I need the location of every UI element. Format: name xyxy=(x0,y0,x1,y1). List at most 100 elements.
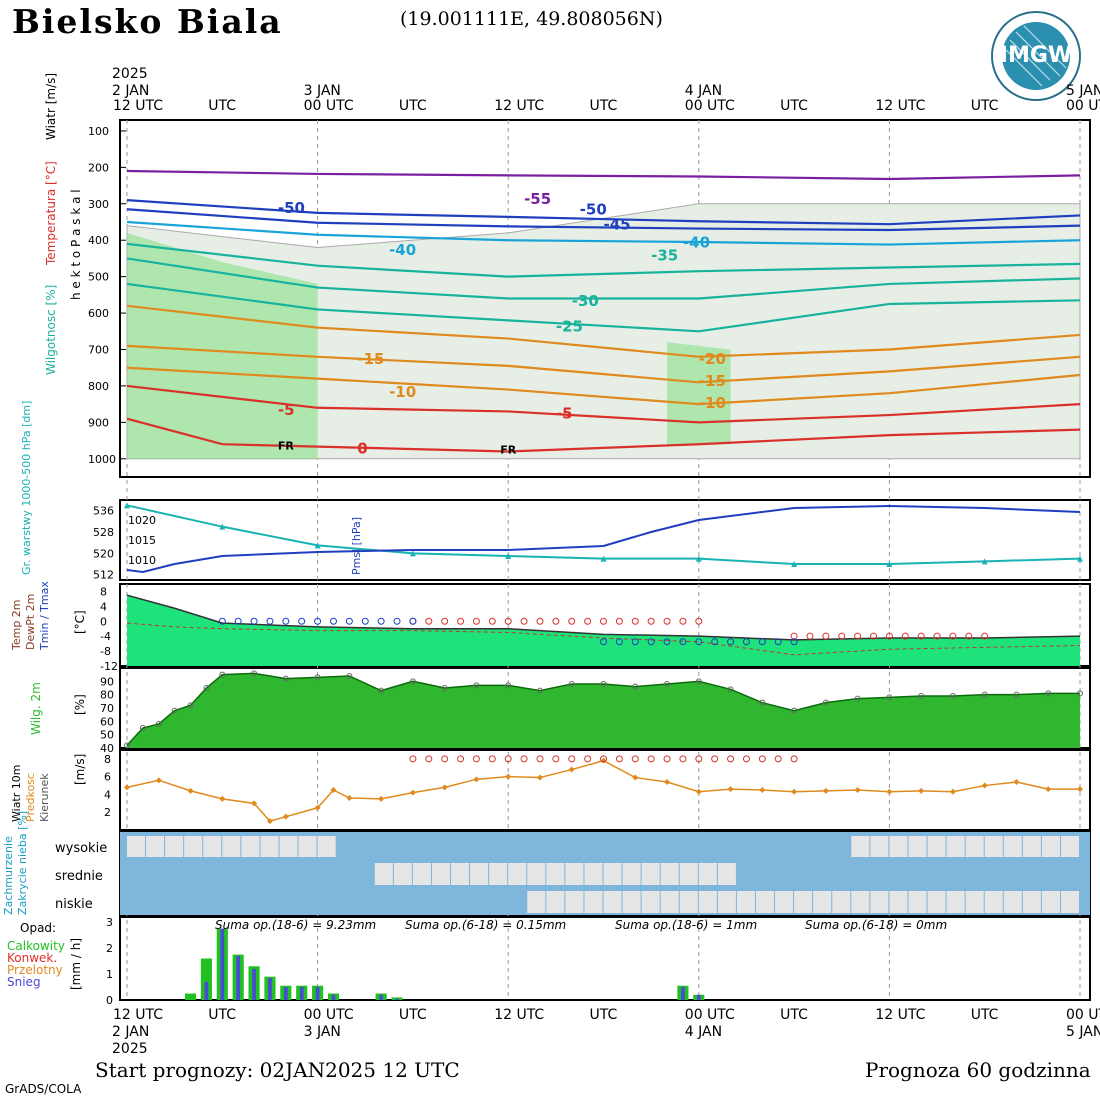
thickness-point xyxy=(219,523,226,530)
profile-ylabel: h e k t o P a s k a l xyxy=(69,189,83,300)
top-date-label: 4 JAN xyxy=(685,83,722,99)
wind-speed-line xyxy=(126,759,1080,822)
thickness-point xyxy=(791,561,798,567)
cloud-cover-bar xyxy=(584,863,603,885)
cloud-cover-bar xyxy=(489,863,508,885)
temp-ytick: 8 xyxy=(100,585,107,598)
front-label: FR xyxy=(278,440,295,453)
top-time-tick: 00 UTC xyxy=(304,98,354,114)
isotherm-label: -40 xyxy=(389,241,416,259)
bottom-time-tick: 12 UTC xyxy=(113,1007,163,1023)
cloud-cover-bar xyxy=(946,836,965,857)
gust-point xyxy=(520,755,528,763)
cloud-cover-bar xyxy=(260,836,279,857)
wind-speed-point xyxy=(568,766,575,773)
wind-speed-point xyxy=(473,776,480,783)
cloud-cover-bar xyxy=(527,891,546,913)
cloud-cover-bar xyxy=(451,863,470,885)
top-time-tick: 12 UTC xyxy=(113,98,163,114)
humidity-unit: [%] xyxy=(73,694,87,715)
cloud-level-label: wysokie xyxy=(55,841,107,856)
wind-side-label: Predkosc xyxy=(24,773,37,822)
humidity-point xyxy=(1013,691,1020,698)
gust-point xyxy=(631,755,639,763)
gust-point xyxy=(472,755,480,763)
cloud-cover-bar xyxy=(393,863,412,885)
wind-speed-point xyxy=(219,795,226,802)
pressure-right-tick: 1010 xyxy=(128,554,156,567)
isotherm-line-0 xyxy=(126,417,1081,453)
humidity-point xyxy=(1045,690,1052,697)
gust-point xyxy=(663,755,671,763)
profile-ytick-label: 600 xyxy=(88,307,109,320)
precip-legend-item: Konwek. xyxy=(7,951,57,965)
isotherm-label: -45 xyxy=(604,215,631,233)
humidity-point xyxy=(378,687,385,694)
bottom-time-tick: 12 UTC xyxy=(494,1007,544,1023)
cloud-level-label: niskie xyxy=(55,897,93,912)
isotherm-label: 0 xyxy=(357,439,367,457)
bottom-time-tick: UTC xyxy=(399,1007,427,1023)
precip-unit: [mm / h] xyxy=(69,938,83,990)
thickness-point xyxy=(124,502,130,509)
tminmax-point xyxy=(600,638,607,646)
cloud-cover-bar xyxy=(565,891,584,913)
wind-speed-point xyxy=(1045,786,1052,793)
bottom-time-tick: 00 UTC xyxy=(304,1007,354,1023)
cloud-cover-bar xyxy=(374,863,393,885)
bottom-date-label: 3 JAN xyxy=(304,1024,341,1040)
cloud-cover-bar xyxy=(146,836,165,857)
tminmax-point xyxy=(234,617,242,625)
station-coordinates: (19.001111E, 49.808056N) xyxy=(400,8,663,30)
precip-ytick: 2 xyxy=(106,942,113,955)
humidity-point xyxy=(505,682,512,689)
humidity-point xyxy=(1077,690,1083,697)
cloud-cover-bar xyxy=(889,836,908,857)
cloud-cover-bar xyxy=(222,836,241,857)
cloud-cover-bar xyxy=(546,863,565,885)
profile-ytick-label: 500 xyxy=(88,271,109,284)
gust-point xyxy=(758,755,766,763)
wind-ytick: 8 xyxy=(104,753,111,766)
pressure-left-tick: 512 xyxy=(93,569,114,582)
top-time-tick: 00 UTC xyxy=(1066,98,1100,114)
humidity-ytick: 40 xyxy=(100,742,114,755)
tminmax-point xyxy=(600,617,607,625)
tminmax-point xyxy=(679,617,687,625)
isotherm-label: -55 xyxy=(524,190,551,208)
gust-point xyxy=(409,755,417,763)
wind-speed-point xyxy=(266,818,273,825)
isotherm-label: -15 xyxy=(699,372,726,390)
cloud-cover-bar xyxy=(622,863,641,885)
front-label: FR xyxy=(500,443,517,456)
humidity-point xyxy=(854,695,861,702)
cloud-cover-bar xyxy=(603,891,622,913)
humidity-area xyxy=(127,673,1080,748)
tminmax-point xyxy=(457,617,465,625)
isotherm-label: -25 xyxy=(556,317,583,335)
top-time-tick: UTC xyxy=(399,98,427,114)
isotherm-line--45 xyxy=(126,208,1081,232)
gust-point xyxy=(504,755,512,763)
precip-legend-item: Snieg xyxy=(7,975,41,989)
humidity-point xyxy=(171,707,178,714)
precip-bar-total xyxy=(200,958,212,1000)
wind-speed-point xyxy=(695,788,702,795)
profile-ytick-label: 100 xyxy=(88,125,109,138)
tminmax-point xyxy=(663,638,671,646)
precip-bar-snow xyxy=(395,998,399,1000)
cloud-cover-bar xyxy=(412,863,431,885)
tminmax-point xyxy=(870,632,878,640)
tminmax-point xyxy=(854,632,862,640)
forecast-length: Prognoza 60 godzinna xyxy=(865,1058,1091,1082)
tminmax-point xyxy=(250,617,258,625)
bottom-date-label: 4 JAN xyxy=(685,1024,722,1040)
isotherm-label: -10 xyxy=(389,383,416,401)
tminmax-point xyxy=(885,632,893,640)
tminmax-point xyxy=(584,617,592,625)
tminmax-point xyxy=(568,617,576,625)
isotherm-line--5 xyxy=(126,384,1081,424)
isotherm-label: -35 xyxy=(651,246,678,264)
gust-point xyxy=(647,755,655,763)
cloud-cover-bar xyxy=(660,891,679,913)
